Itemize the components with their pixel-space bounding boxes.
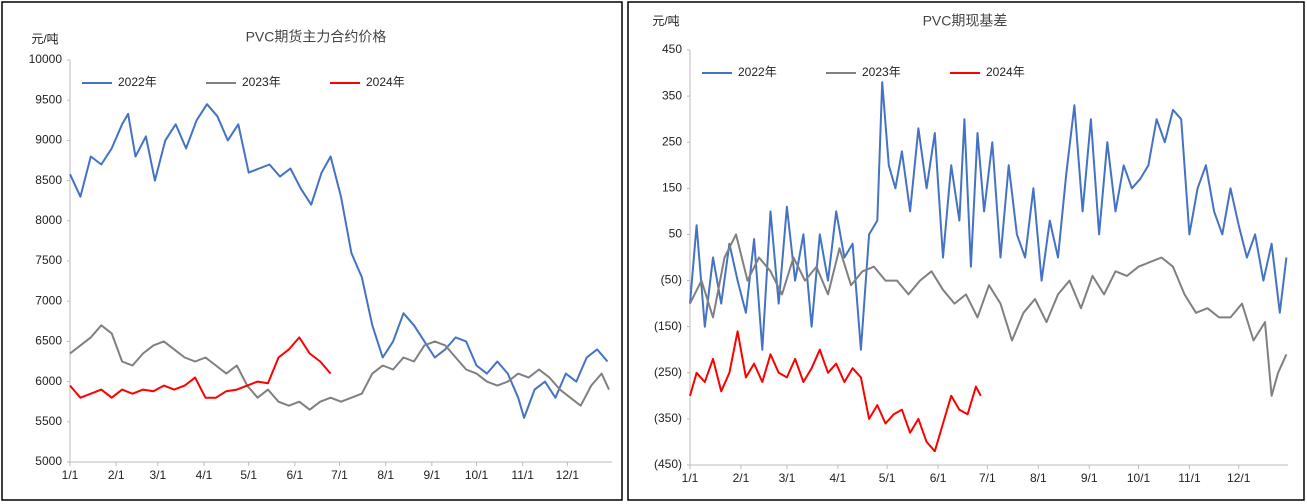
- y-tick-label: 9000: [35, 133, 62, 147]
- x-tick-label: 11/1: [511, 468, 534, 482]
- x-tick-label: 5/1: [879, 471, 896, 485]
- x-tick-label: 2/1: [733, 471, 750, 485]
- series-line: [689, 81, 1288, 351]
- x-tick-label: 2/1: [108, 468, 125, 482]
- y-tick-label: 350: [662, 88, 682, 102]
- legend-label: 2023年: [862, 65, 901, 79]
- y-axis-label: 元/吨: [31, 32, 58, 46]
- x-tick-label: 4/1: [830, 471, 847, 485]
- y-tick-label: 150: [662, 181, 682, 195]
- series-line: [69, 103, 609, 419]
- x-tick-label: 7/1: [979, 471, 996, 485]
- y-tick-label: 8500: [35, 173, 62, 187]
- chart-title: PVC期货主力合约价格: [246, 29, 387, 45]
- series-line: [69, 324, 610, 411]
- y-tick-label: 8000: [35, 213, 62, 227]
- series-line: [689, 330, 982, 453]
- y-tick-label: 50: [669, 227, 683, 241]
- x-tick-label: 10/1: [465, 468, 489, 482]
- legend-label: 2023年: [242, 75, 281, 89]
- y-tick-label: (250): [654, 365, 682, 379]
- y-tick-label: 10000: [29, 52, 63, 66]
- series-line: [69, 336, 332, 399]
- y-tick-label: 7500: [35, 253, 62, 267]
- legend-label: 2024年: [366, 75, 405, 89]
- y-tick-label: (150): [654, 319, 682, 333]
- y-tick-label: 450: [662, 42, 682, 56]
- y-tick-label: (350): [654, 411, 682, 425]
- x-tick-label: 3/1: [150, 468, 167, 482]
- y-tick-label: 250: [662, 134, 682, 148]
- x-tick-label: 1/1: [682, 471, 699, 485]
- x-tick-label: 8/1: [377, 468, 394, 482]
- y-tick-label: 5500: [35, 414, 62, 428]
- x-tick-label: 9/1: [423, 468, 440, 482]
- x-tick-label: 1/1: [62, 468, 79, 482]
- left-panel: [1, 1, 623, 501]
- y-tick-label: 6000: [35, 374, 62, 388]
- legend-label: 2022年: [118, 75, 157, 89]
- y-tick-label: 5000: [35, 454, 62, 468]
- legend-label: 2024年: [986, 65, 1025, 79]
- y-tick-label: 7000: [35, 293, 62, 307]
- x-tick-label: 12/1: [556, 468, 580, 482]
- chart-title: PVC期现基差: [923, 13, 1008, 29]
- y-tick-label: (50): [661, 273, 682, 287]
- y-tick-label: 9500: [35, 92, 62, 106]
- x-tick-label: 11/1: [1178, 471, 1201, 485]
- x-tick-label: 8/1: [1030, 471, 1047, 485]
- y-axis-label: 元/吨: [652, 14, 679, 28]
- x-tick-label: 3/1: [779, 471, 796, 485]
- y-tick-label: 6500: [35, 334, 62, 348]
- y-tick-label: (450): [654, 457, 682, 471]
- x-tick-label: 10/1: [1127, 471, 1151, 485]
- x-tick-label: 12/1: [1227, 471, 1251, 485]
- x-tick-label: 4/1: [196, 468, 213, 482]
- x-tick-label: 7/1: [331, 468, 348, 482]
- x-tick-label: 6/1: [286, 468, 303, 482]
- legend-label: 2022年: [738, 65, 777, 79]
- right-panel: [627, 1, 1305, 501]
- series-line: [689, 233, 1288, 397]
- x-tick-label: 6/1: [930, 471, 947, 485]
- x-tick-label: 9/1: [1081, 471, 1098, 485]
- x-tick-label: 5/1: [240, 468, 257, 482]
